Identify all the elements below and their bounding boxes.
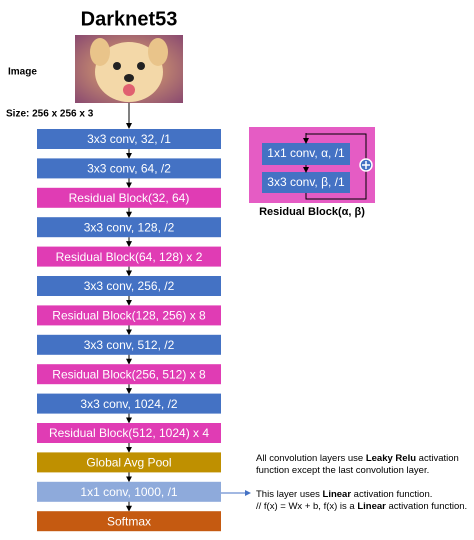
layer-block xyxy=(37,187,221,208)
note-line: // f(x) = Wx + b, f(x) is a Linear activ… xyxy=(256,501,467,512)
layer-block xyxy=(37,217,221,238)
layer-block xyxy=(37,452,221,473)
notes: All convolution layers use Leaky Relu ac… xyxy=(256,453,467,512)
title: Darknet53 xyxy=(81,8,178,30)
layer-block xyxy=(37,246,221,267)
layer-block xyxy=(37,393,221,414)
image-label: Image xyxy=(8,67,37,78)
layer-label: 3x3 conv, 32, /1 xyxy=(87,132,171,146)
note-text: All convolution layers use xyxy=(256,453,366,464)
note-line: function except the last convolution lay… xyxy=(256,465,429,476)
layer-block xyxy=(37,423,221,443)
layer-label: 3x3 conv, 128, /2 xyxy=(84,220,175,234)
note-text: activation function. xyxy=(386,501,467,512)
layer-block xyxy=(37,129,221,149)
layer-label: 3x3 conv, 256, /2 xyxy=(84,279,175,293)
layer-label: Global Avg Pool xyxy=(86,456,171,470)
layer-label: 3x3 conv, 64, /2 xyxy=(87,162,171,176)
layer-label: 3x3 conv, 512, /2 xyxy=(84,338,175,352)
note-text: activation function. xyxy=(351,489,432,500)
layer-block xyxy=(37,511,221,532)
note-text: Linear xyxy=(357,501,386,512)
layer-label: Softmax xyxy=(107,514,151,528)
dog-image xyxy=(75,35,183,103)
note-text: function except the last convolution lay… xyxy=(256,465,429,476)
blocks: 3x3 conv, 32, /1 3x3 conv, 64, /2 Residual… xyxy=(37,129,221,532)
layer-block xyxy=(37,364,221,385)
residual-inner-label: 1x1 conv, α, /1 xyxy=(267,146,345,160)
layer-block xyxy=(37,276,221,296)
residual-diagram: 1x1 conv, α, /1 3x3 conv, β, /1 Residual… xyxy=(249,127,375,218)
layer-label: Residual Block(64, 128) x 2 xyxy=(56,250,203,264)
layer-block xyxy=(37,481,221,502)
note-text: This layer uses xyxy=(256,489,323,500)
layer-label: Residual Block(128, 256) x 8 xyxy=(52,309,206,323)
layer-label: Residual Block(512, 1024) x 4 xyxy=(49,426,209,440)
layer-label: 1x1 conv, 1000, /1 xyxy=(80,485,178,499)
residual-inner-label: 3x3 conv, β, /1 xyxy=(267,175,345,189)
note-text: Linear xyxy=(323,489,352,500)
note-line: This layer uses Linear activation functi… xyxy=(256,489,432,500)
layer-block xyxy=(37,158,221,179)
layer-block xyxy=(37,305,221,326)
note-text: activation xyxy=(416,453,459,464)
note-line: All convolution layers use Leaky Relu ac… xyxy=(256,453,459,464)
residual-inner-box xyxy=(262,172,350,193)
note-text: // f(x) = Wx + b, f(x) is a xyxy=(256,501,357,512)
residual-caption: Residual Block(α, β) xyxy=(259,206,365,218)
size-label: Size: 256 x 256 x 3 xyxy=(6,109,94,120)
layer-block xyxy=(37,334,221,355)
layer-label: 3x3 conv, 1024, /2 xyxy=(80,397,178,411)
residual-inner-box xyxy=(262,143,350,165)
layer-label: Residual Block(32, 64) xyxy=(69,191,190,205)
layer-label: Residual Block(256, 512) x 8 xyxy=(52,367,206,381)
note-text: Leaky Relu xyxy=(366,453,416,464)
